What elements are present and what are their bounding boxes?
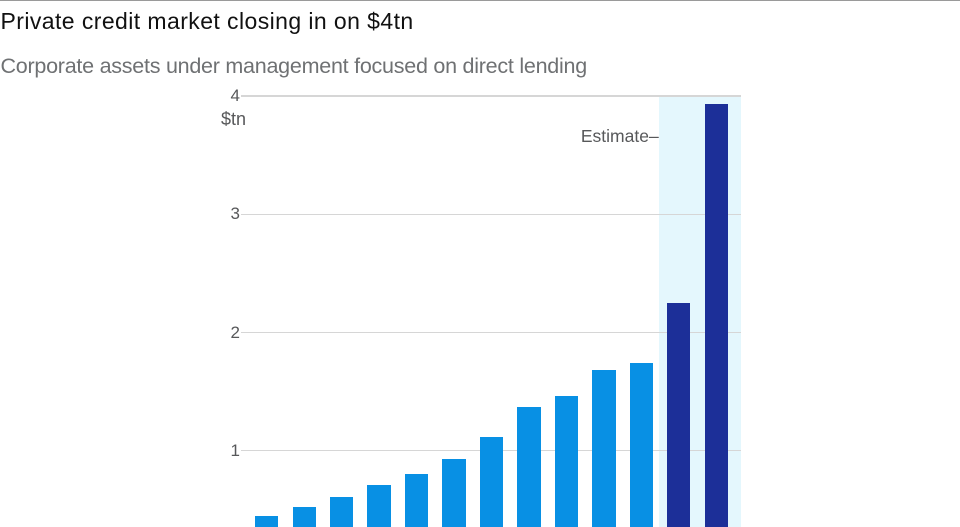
estimate-annotation-dash: – bbox=[648, 126, 659, 146]
bar-historical-10 bbox=[629, 363, 653, 527]
chart-title: Private credit market closing in on $4tn bbox=[0, 7, 414, 34]
gridline-3 bbox=[241, 213, 742, 215]
gridline-2 bbox=[241, 331, 742, 334]
y-axis-unit-label: $tn bbox=[220, 109, 247, 129]
bar-historical-1 bbox=[292, 507, 316, 527]
bar-historical-8 bbox=[554, 396, 579, 527]
top-rule bbox=[0, 0, 960, 2]
bar-historical-2 bbox=[330, 496, 354, 527]
bar-estimate-11 bbox=[667, 302, 691, 527]
estimate-annotation: Estimate– bbox=[499, 127, 659, 146]
y-tick-label-1: 1 bbox=[230, 440, 240, 460]
bar-historical-5 bbox=[442, 458, 466, 527]
y-tick-label-3: 3 bbox=[230, 204, 240, 224]
bar-historical-4 bbox=[404, 474, 429, 527]
y-tick-label-4: 4 bbox=[230, 86, 240, 106]
y-tick-label-2: 2 bbox=[230, 322, 240, 342]
gridline-4 bbox=[241, 95, 742, 97]
bar-estimate-12 bbox=[704, 104, 728, 527]
bar-historical-0 bbox=[255, 515, 279, 527]
bar-historical-6 bbox=[479, 436, 504, 527]
bar-historical-3 bbox=[367, 484, 391, 527]
bar-historical-7 bbox=[517, 406, 541, 527]
bar-historical-9 bbox=[592, 370, 616, 527]
estimate-annotation-text: Estimate bbox=[580, 126, 649, 146]
chart-subtitle: Corporate assets under management focuse… bbox=[0, 53, 588, 78]
